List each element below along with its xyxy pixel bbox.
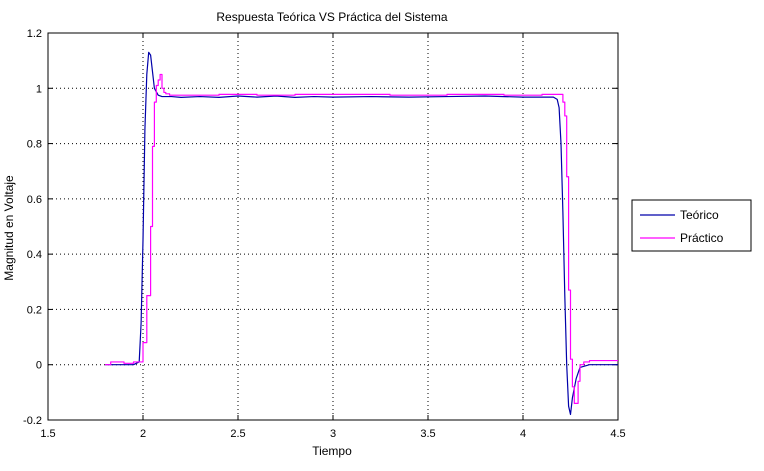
y-axis-label: Magnitud en Voltaje xyxy=(2,175,16,281)
axis-ticks xyxy=(47,32,619,421)
x-tick-label: 3.5 xyxy=(420,428,435,440)
y-tick-label: 1.2 xyxy=(27,28,42,40)
y-tick-label: 0.2 xyxy=(27,304,42,316)
legend-label-practico: Práctico xyxy=(680,231,724,245)
x-tick-label: 1.5 xyxy=(40,428,55,440)
series-layer xyxy=(105,51,618,416)
y-tick-label: 1 xyxy=(36,83,42,95)
legend: Teórico Práctico xyxy=(631,199,752,252)
series-line-practico xyxy=(105,73,618,405)
y-tick-label: 0.4 xyxy=(27,249,42,261)
tick-labels: 1.5 2 2.5 3 3.5 4 4.5 -0.2 0 0.2 0.4 0.6 0.8 1 1.2 xyxy=(23,28,626,440)
y-tick-label: 0.8 xyxy=(27,139,42,151)
legend-label-teorico: Teórico xyxy=(680,208,719,222)
y-tick-label: 0 xyxy=(36,360,42,372)
chart-title: Respuesta Teórica VS Práctica del Sistem… xyxy=(216,10,448,24)
x-tick-label: 2 xyxy=(140,428,146,440)
x-tick-label: 3 xyxy=(330,428,336,440)
x-axis-label: Tiempo xyxy=(312,444,352,458)
y-tick-label: 0.6 xyxy=(27,194,42,206)
y-tick-label: -0.2 xyxy=(23,415,42,427)
x-tick-label: 2.5 xyxy=(230,428,245,440)
legend-box xyxy=(631,199,752,252)
x-tick-label: 4 xyxy=(520,428,526,440)
x-tick-label: 4.5 xyxy=(610,428,625,440)
series-line-teorico xyxy=(105,51,618,416)
